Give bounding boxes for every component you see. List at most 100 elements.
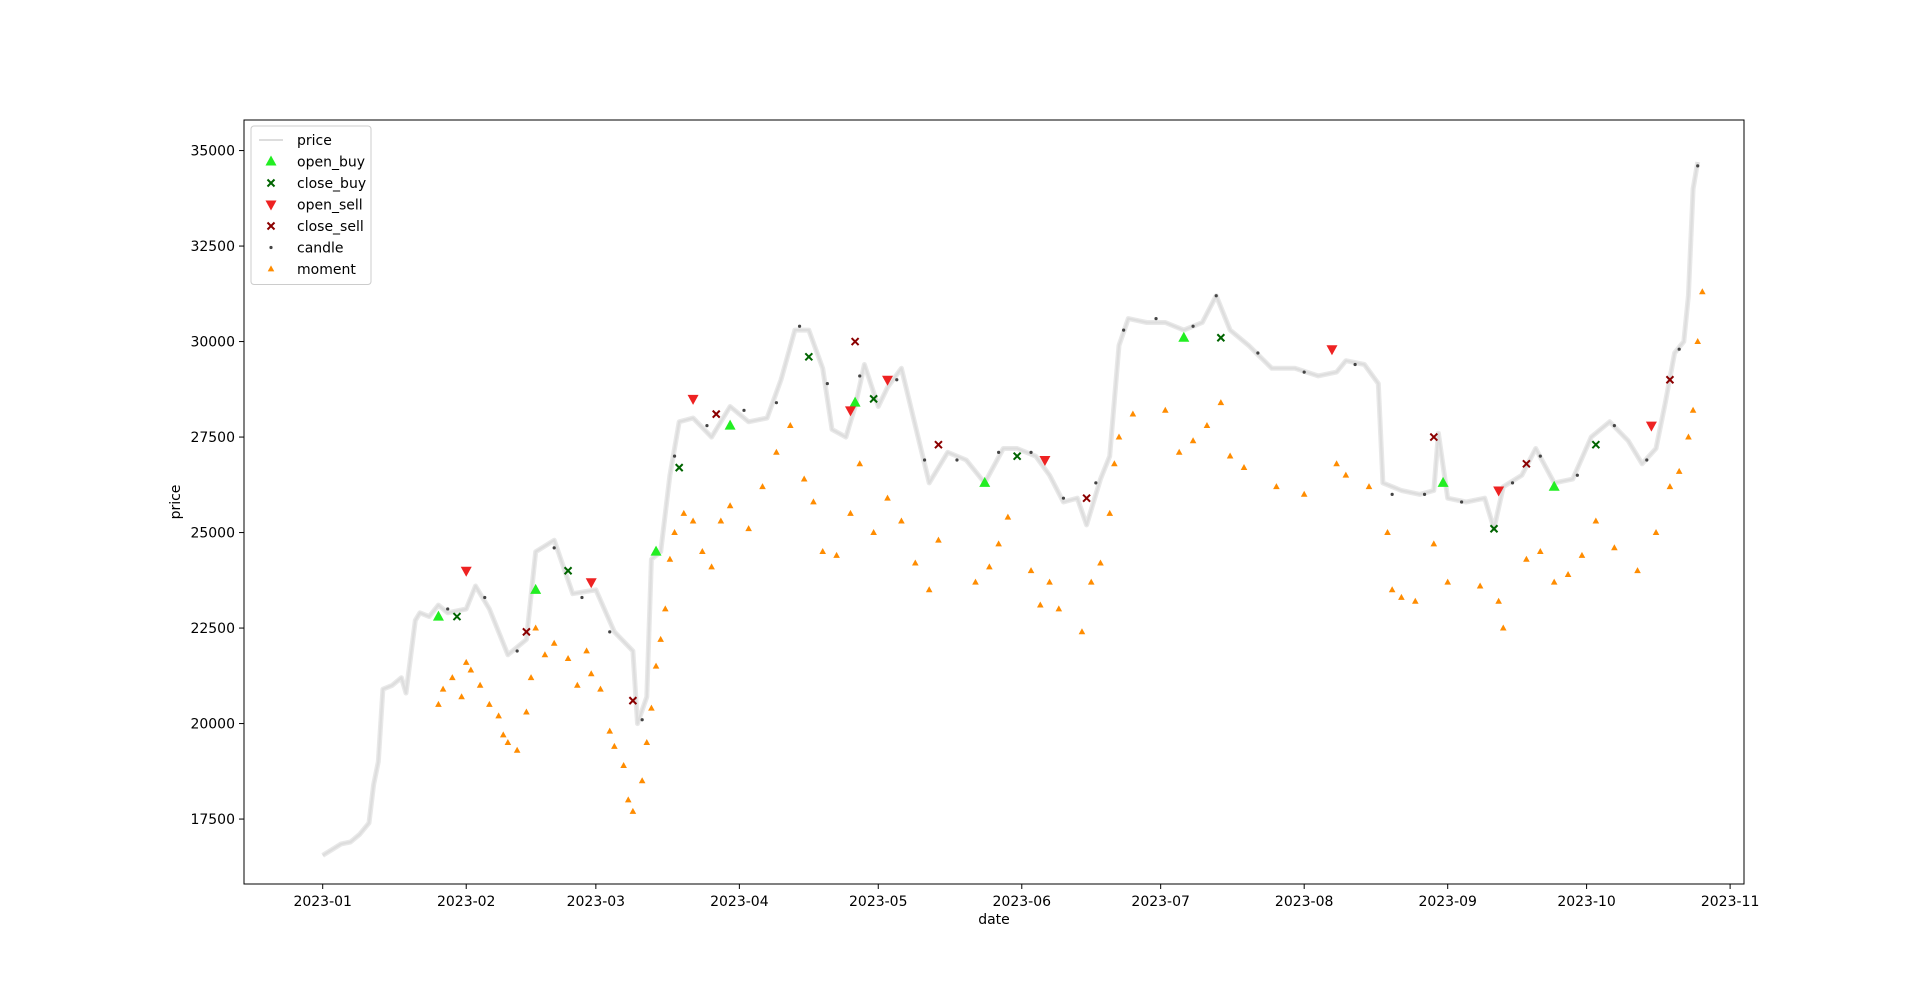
x-tick-label: 2023-10 xyxy=(1557,894,1616,910)
legend-label: open_sell xyxy=(297,198,363,214)
moment-marker xyxy=(819,548,827,555)
moment-marker xyxy=(717,517,725,524)
close-buy-marker xyxy=(1012,451,1022,461)
candle-marker xyxy=(1154,317,1158,321)
open-buy-marker xyxy=(1178,331,1190,342)
open-buy-marker xyxy=(650,545,662,556)
open-buy-marker xyxy=(432,610,444,621)
moment-marker xyxy=(504,739,512,746)
candle-marker xyxy=(515,649,519,653)
open-buy-marker xyxy=(724,419,736,430)
moment-marker xyxy=(810,498,817,505)
legend-label: open_buy xyxy=(297,155,365,171)
moment-marker xyxy=(513,746,521,753)
open-buy-marker xyxy=(1548,480,1560,491)
moment-marker xyxy=(638,777,646,784)
close-buy-marker xyxy=(1591,440,1601,449)
x-tick-label: 2023-02 xyxy=(437,894,496,910)
moment-marker xyxy=(995,540,1002,547)
close-sell-marker xyxy=(712,409,721,419)
x-tick-label: 2023-11 xyxy=(1701,894,1760,910)
y-tick-label: 20000 xyxy=(190,717,235,733)
legend-box xyxy=(250,125,372,285)
moment-marker xyxy=(1106,509,1114,516)
candle-marker xyxy=(1612,424,1616,428)
candle-marker xyxy=(1677,347,1681,351)
candle-marker xyxy=(1696,164,1700,168)
moment-marker xyxy=(1675,467,1683,474)
moment-marker xyxy=(629,807,637,814)
y-tick-label: 27500 xyxy=(190,430,235,446)
moment-marker xyxy=(986,563,993,570)
moment-marker xyxy=(486,700,493,707)
moment-marker xyxy=(1689,406,1697,413)
x-tick-label: 2023-09 xyxy=(1418,894,1477,910)
moment-marker xyxy=(1694,337,1702,344)
moment-marker xyxy=(495,712,502,719)
moment-marker xyxy=(1087,578,1095,585)
moment-marker xyxy=(1217,399,1225,406)
legend-close-sell-swatch xyxy=(266,221,276,231)
x-tick-label: 2023-07 xyxy=(1131,894,1190,910)
moment-marker xyxy=(1027,567,1035,574)
moment-marker xyxy=(870,528,877,535)
moment-marker xyxy=(1226,452,1234,459)
close-sell-marker xyxy=(934,440,943,449)
legend-moment-swatch xyxy=(267,265,275,272)
moment-marker xyxy=(1004,513,1012,520)
moment-marker xyxy=(1592,517,1600,524)
moment-marker xyxy=(458,693,465,700)
moment-marker xyxy=(1499,624,1507,631)
moment-marker xyxy=(856,460,864,467)
moment-marker xyxy=(666,555,674,562)
moment-marker xyxy=(1097,559,1104,566)
close-buy-marker xyxy=(869,394,878,404)
moment-marker xyxy=(532,624,539,631)
moment-marker xyxy=(1161,406,1169,413)
x-tick-label: 2023-08 xyxy=(1275,894,1334,910)
moment-marker xyxy=(972,578,979,585)
x-tick-label: 2023-04 xyxy=(710,894,769,910)
legend-label: moment xyxy=(297,262,356,278)
moment-marker xyxy=(1189,437,1197,444)
moment-marker xyxy=(847,509,854,516)
moment-marker xyxy=(661,605,669,612)
moment-marker xyxy=(759,483,766,490)
close-buy-marker xyxy=(563,566,573,575)
y-axis: 17500 20000 22500 25000 27500 30000 32500 35000 xyxy=(190,144,244,828)
moment-marker xyxy=(898,517,905,524)
candle-marker xyxy=(895,378,899,382)
moment-marker xyxy=(462,658,470,665)
candle-marker xyxy=(446,607,450,611)
close-buy-marker xyxy=(1216,333,1226,342)
moment-marker xyxy=(1078,628,1086,635)
plot-area xyxy=(321,161,1706,858)
legend-open-buy-swatch xyxy=(265,155,277,166)
moment-marker xyxy=(1203,422,1211,428)
moment-marker xyxy=(1129,410,1137,417)
x-tick-label: 2023-06 xyxy=(993,894,1052,910)
open-sell-marker xyxy=(1039,455,1051,466)
moment-marker xyxy=(833,551,840,558)
moment-marker xyxy=(884,494,891,501)
moment-marker xyxy=(583,647,590,654)
close-sell-marker xyxy=(850,337,860,346)
moment-marker xyxy=(564,655,572,662)
legend-close-buy-swatch xyxy=(266,178,276,188)
moment-marker xyxy=(1046,578,1053,585)
moment-marker xyxy=(1476,582,1484,589)
moment-marker xyxy=(671,528,678,535)
moment-marker xyxy=(1273,483,1280,490)
candle-marker xyxy=(1094,481,1098,485)
moment-marker xyxy=(574,681,581,688)
legend-label: candle xyxy=(297,241,344,257)
moment-marker xyxy=(1300,490,1308,497)
close-buy-marker xyxy=(804,352,814,362)
moment-marker xyxy=(467,666,475,673)
open-buy-marker xyxy=(979,476,991,487)
moment-marker xyxy=(541,651,549,658)
close-buy-marker xyxy=(1489,524,1499,533)
moment-marker xyxy=(726,502,734,509)
candle-marker xyxy=(955,458,959,462)
open-buy-marker xyxy=(1437,476,1449,487)
